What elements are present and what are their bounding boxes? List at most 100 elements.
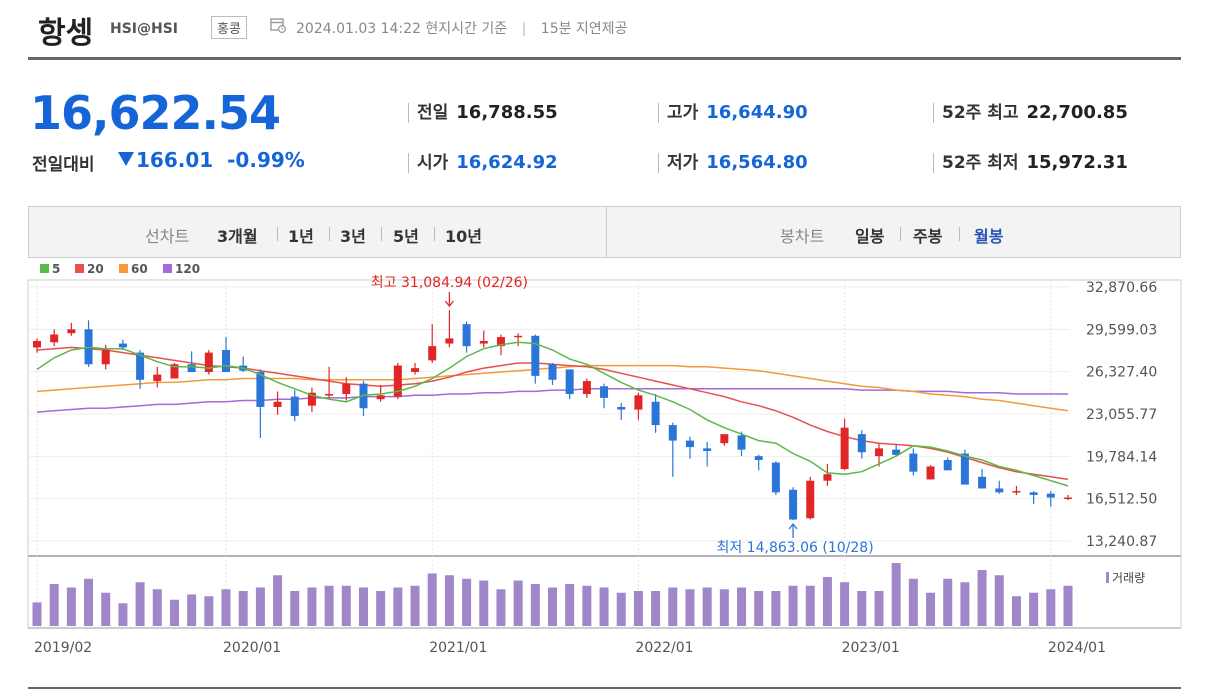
volume-bar: [994, 575, 1004, 626]
volume-bar: [496, 589, 506, 626]
tab-daily[interactable]: 일봉: [855, 227, 885, 246]
volume-bar: [651, 591, 661, 626]
tab-weekly[interactable]: 주봉: [913, 227, 943, 246]
volume-bar: [874, 591, 884, 626]
y-tick-label: 26,327.40: [1086, 365, 1157, 381]
volume-legend-swatch: [1106, 572, 1109, 583]
low-arrowhead: [788, 522, 798, 530]
down-triangle-icon: [118, 152, 134, 166]
timestamp-line: 2024.01.03 14:22 현지시간 기준 | 15분 지연제공: [296, 18, 627, 38]
volume-bar: [1029, 592, 1039, 626]
tab-3year[interactable]: 3년: [340, 227, 366, 246]
candlestick-chart[interactable]: 32,870.66 29,599.03 26,327.40 23,055.77 19,7…: [0, 258, 1209, 668]
volume-bar: [530, 584, 540, 626]
ma5-line: [36, 341, 1069, 487]
time-basis: 현지시간 기준: [425, 21, 508, 37]
volume-bar: [840, 582, 850, 626]
volume-bar: [633, 591, 643, 626]
volume-bar: [376, 591, 386, 626]
x-tick-label: 2021/01: [429, 640, 487, 656]
volume-bar: [273, 575, 283, 626]
high-arrowhead: [444, 300, 454, 308]
volume-bar: [290, 591, 300, 626]
volume-bar: [307, 587, 317, 626]
price-panel: [27, 279, 1182, 557]
volume-bar: [84, 578, 94, 626]
x-tick-label: 2019/02: [34, 640, 92, 656]
candle-body: [995, 488, 1004, 493]
candle-body: [376, 395, 385, 400]
volume-bar: [204, 596, 214, 626]
line-chart-label[interactable]: 선차트: [145, 227, 190, 246]
candle-body: [1046, 493, 1055, 498]
candle-body: [892, 449, 901, 455]
volume-bar: [32, 602, 42, 626]
candle-body: [479, 340, 488, 344]
volume-bar: [599, 587, 609, 626]
candle-body: [393, 365, 402, 397]
timestamp: 2024.01.03 14:22: [296, 21, 421, 37]
candle-body: [737, 435, 746, 450]
candle-body: [600, 386, 609, 398]
candle-body: [496, 337, 505, 347]
candle-body: [548, 364, 557, 380]
volume-bar: [771, 591, 781, 626]
candle-body: [170, 364, 179, 379]
tab-5year[interactable]: 5년: [393, 227, 419, 246]
candle-body: [1064, 497, 1072, 500]
candle-body: [428, 346, 437, 361]
volume-bar: [169, 599, 179, 626]
stat-52w-low: 52주 최저 15,972.31: [933, 148, 1128, 173]
candle-body: [634, 395, 643, 410]
candle-body: [617, 406, 626, 410]
candle-body: [307, 392, 316, 406]
candle-body: [33, 340, 41, 348]
volume-bar: [822, 577, 832, 626]
candle-body: [909, 453, 918, 472]
change-label: 전일대비: [32, 155, 95, 175]
candle-body: [514, 335, 523, 338]
volume-bar: [462, 578, 472, 626]
volume-bar: [960, 582, 970, 626]
legend-swatch: [119, 264, 128, 273]
candle-body: [1029, 492, 1038, 495]
candle-body: [857, 434, 866, 453]
tab-monthly[interactable]: 월봉: [974, 227, 1004, 246]
low-annotation: 최저 14,863.06 (10/28): [716, 540, 873, 556]
candle-body: [411, 368, 420, 373]
legend-label: 20: [87, 262, 104, 276]
volume-bar: [238, 591, 248, 626]
volume-bar: [513, 580, 523, 626]
volume-bar: [908, 578, 918, 626]
candle-body: [204, 352, 213, 373]
y-tick-label: 16,512.50: [1086, 492, 1157, 508]
tab-10year[interactable]: 10년: [445, 227, 482, 246]
candle-body: [462, 324, 471, 347]
delay-note: 15분 지연제공: [540, 21, 628, 37]
candle-body: [101, 350, 110, 365]
volume-bar: [754, 591, 764, 626]
volume-legend-label: 거래량: [1112, 571, 1145, 585]
y-tick-label: 32,870.66: [1086, 280, 1157, 296]
volume-bar: [427, 573, 437, 626]
candle-body: [823, 474, 832, 481]
x-tick-label: 2022/01: [635, 640, 693, 656]
volume-bar: [118, 603, 128, 626]
legend-swatch: [75, 264, 84, 273]
candle-body: [565, 369, 574, 395]
volume-bar: [101, 592, 111, 626]
candle-body: [703, 448, 712, 451]
volume-bar: [221, 589, 231, 626]
tab-1year[interactable]: 1년: [288, 227, 314, 246]
volume-bar: [943, 578, 953, 626]
tab-3month[interactable]: 3개월: [217, 227, 258, 246]
candle-body: [290, 396, 299, 417]
volume-bar: [255, 587, 265, 626]
candle-chart-label[interactable]: 봉차트: [780, 227, 825, 246]
candle-body: [668, 425, 677, 441]
volume-bar: [805, 585, 815, 626]
volume-bar: [702, 587, 712, 626]
volume-bar: [582, 585, 592, 626]
volume-bar: [1011, 596, 1021, 626]
candle-body: [754, 456, 763, 461]
